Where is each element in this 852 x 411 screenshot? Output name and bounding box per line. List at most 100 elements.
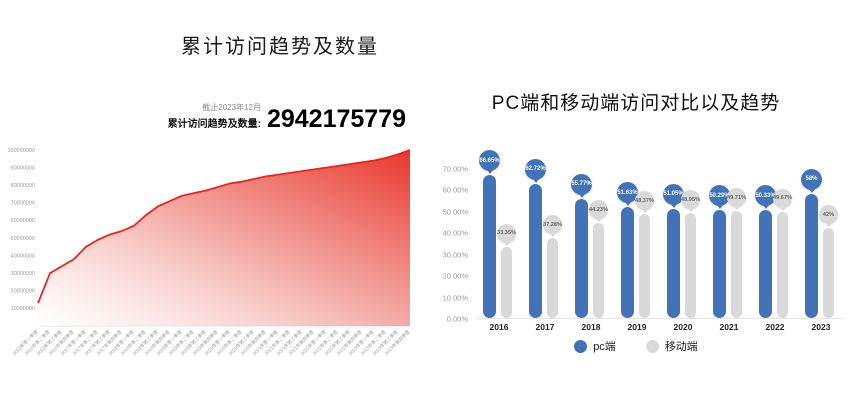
bar-group-2022: 50.33% 49.67% 2022: [752, 168, 798, 332]
bar-group-2016: 66.65% 33.35% 2016: [476, 150, 522, 332]
x-label-2021: 2021: [719, 322, 739, 332]
trend-line: [37, 149, 411, 304]
bar-移动端-2018: [593, 223, 604, 318]
legend-item-移动端: 移动端: [645, 338, 698, 354]
bar-移动端-2016: [501, 246, 512, 318]
value-bubble-移动端-2016: 33.35%: [497, 223, 516, 246]
cumulative-stat: 截止2023年12月 累计访问趋势及数量: 2942175779: [168, 102, 406, 132]
bar-pc端-2019: [621, 207, 634, 318]
bubble-tail: [549, 233, 556, 238]
value-bubble-移动端-2019: 48.37%: [635, 191, 654, 214]
x-label-2016: 2016: [489, 322, 509, 332]
bar-group-2017: 62.72% 37.28% 2017: [522, 158, 568, 332]
value-bubble-移动端-2020: 48.95%: [681, 190, 700, 213]
legend-label: pc端: [593, 341, 616, 353]
x-label-2022: 2022: [765, 322, 785, 332]
legend-label: 移动端: [664, 341, 698, 353]
y-tick-label: 50.00%: [442, 207, 468, 217]
bar-group-2020: 51.05% 48.95% 2020: [660, 168, 706, 332]
section-pc-mobile: PC端和移动端访问对比以及趋势 0.00% 10.00% 20.00% 30.00% 4…: [420, 0, 852, 411]
value-bubble-pc端-2017: 62.72%: [525, 158, 546, 183]
chart-legend: pc端 移动端: [420, 338, 852, 354]
bubble-tail: [624, 202, 631, 207]
y-tick-label: 10000000: [11, 306, 35, 312]
value-bubble-pc端-2022: 50.33%: [755, 185, 776, 210]
bubble-tail: [733, 206, 740, 211]
bar-移动端-2022: [777, 211, 788, 318]
value-bubble-移动端-2022: 49.67%: [773, 188, 792, 211]
bar-group-2021: 50.29% 49.71% 2021: [706, 168, 752, 332]
legend-item-pc端: pc端: [574, 338, 616, 354]
y-tick-label: 30000000: [11, 271, 35, 277]
value-bubble-移动端-2021: 49.71%: [727, 188, 746, 211]
bar-group-2023: 58% 42% 2023: [798, 168, 844, 332]
x-label-2019: 2019: [627, 322, 647, 332]
value-bubble-pc端-2020: 51.05%: [663, 183, 684, 208]
y-tick-label: 80000000: [11, 183, 35, 189]
bubble-tail: [578, 193, 585, 198]
y-tick-label: 90000000: [11, 165, 35, 171]
y-tick-label: 30.00%: [442, 250, 468, 260]
bubble-tail: [762, 205, 769, 210]
cumulative-area-chart: 10000000 20000000 30000000 40000000 50000000…: [7, 148, 411, 357]
x-label-2017: 2017: [535, 322, 555, 332]
left-chart-title: 累计访问趋势及数量: [181, 36, 379, 58]
bar-移动端-2023: [823, 228, 834, 318]
bubble-tail: [670, 203, 677, 208]
bars-area: 66.65% 33.35% 2016 62.72% 37.28% 2017 55.77% 44…: [476, 150, 844, 332]
x-label-2020: 2020: [673, 322, 693, 332]
value-bubble-pc端-2023: 58%: [801, 168, 822, 193]
area-fill: [38, 150, 410, 326]
stat-text: 截止2023年12月 累计访问趋势及数量:: [168, 102, 261, 132]
legend-dot-icon: [645, 339, 659, 353]
value-bubble-pc端-2018: 55.77%: [571, 173, 592, 198]
bar-pc端-2023: [805, 193, 818, 318]
bar-移动端-2021: [731, 211, 742, 318]
value-bubble-pc端-2021: 50.29%: [709, 185, 730, 210]
y-tick-label: 70000000: [11, 201, 35, 207]
y-tick-label: 20.00%: [442, 271, 468, 281]
x-label-2018: 2018: [581, 322, 601, 332]
y-tick-label: 100000000: [7, 148, 35, 154]
y-tick-label: 10.00%: [442, 293, 468, 303]
value-bubble-移动端-2018: 44.23%: [589, 200, 608, 223]
bar-group-2018: 55.77% 44.23% 2018: [568, 168, 614, 332]
value-bubble-pc端-2019: 51.63%: [617, 182, 638, 207]
section-cumulative-visits: 累计访问趋势及数量 截止2023年12月 累计访问趋势及数量: 29421757…: [0, 0, 420, 411]
stat-date-note: 截止2023年12月: [202, 103, 261, 112]
bubble-tail: [808, 188, 815, 193]
value-bubble-pc端-2016: 66.65%: [479, 150, 500, 175]
bubble-tail: [716, 205, 723, 210]
bubble-tail: [532, 178, 539, 183]
y-axis: 0.00% 10.00% 20.00% 30.00% 40.00% 50.00% 60.00…: [434, 165, 476, 324]
bar-移动端-2019: [639, 214, 650, 318]
bar-pc端-2018: [575, 198, 588, 318]
bar-pc端-2016: [483, 175, 496, 318]
bubble-tail: [595, 218, 602, 223]
y-tick-label: 20000000: [11, 289, 35, 295]
value-bubble-移动端-2017: 37.28%: [543, 215, 562, 238]
bubble-tail: [825, 223, 832, 227]
bar-移动端-2020: [685, 213, 696, 318]
y-tick-label: 50000000: [11, 236, 35, 242]
y-tick-label: 70.00%: [442, 164, 468, 174]
bar-pc端-2022: [759, 210, 772, 318]
y-tick-label: 40000000: [11, 253, 35, 259]
bubble-tail: [687, 208, 694, 213]
legend-dot-icon: [574, 339, 588, 353]
stat-value: 2942175779: [266, 105, 406, 134]
bubble-tail: [779, 206, 786, 211]
x-label-2023: 2023: [811, 322, 831, 332]
y-tick-label: 40.00%: [442, 228, 468, 238]
bubble-tail: [503, 241, 510, 246]
value-bubble-移动端-2023: 42%: [819, 205, 838, 227]
bar-group-2019: 51.63% 48.37% 2019: [614, 168, 660, 332]
bar-移动端-2017: [547, 238, 558, 318]
y-tick-label: 0.00%: [446, 314, 468, 324]
pc-mobile-bar-chart: 0.00% 10.00% 20.00% 30.00% 40.00% 50.00% 60.00…: [434, 150, 844, 332]
stat-label: 累计访问趋势及数量:: [167, 119, 261, 130]
bar-pc端-2021: [713, 210, 726, 318]
right-chart-title: PC端和移动端访问对比以及趋势: [491, 93, 781, 114]
bar-pc端-2017: [529, 183, 542, 318]
